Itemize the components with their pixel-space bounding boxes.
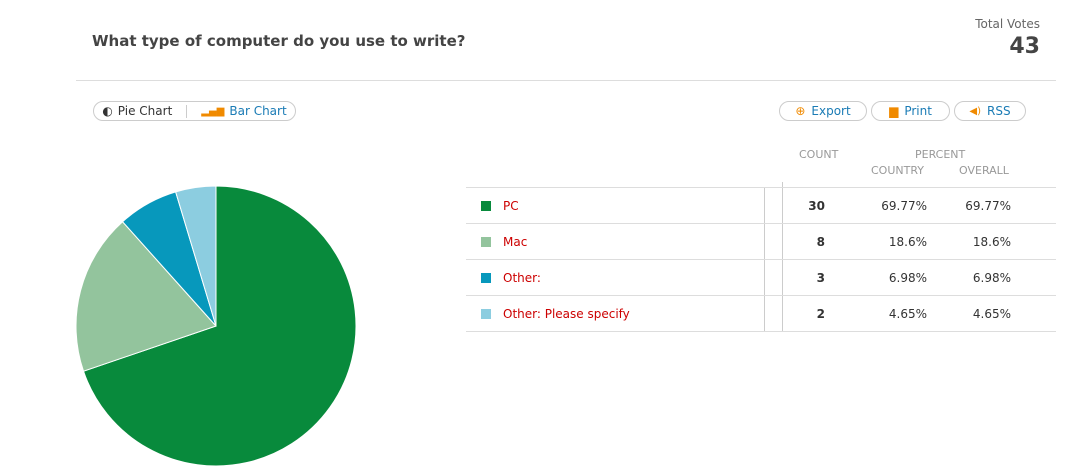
poll-question: What type of computer do you use to writ…: [92, 32, 466, 50]
option-label[interactable]: Other:: [503, 270, 541, 285]
separator: [186, 104, 188, 118]
total-votes-value: 43: [1009, 34, 1040, 59]
pie-chart-tab[interactable]: ◐ Pie Chart: [102, 104, 172, 118]
rss-button[interactable]: ◀) RSS: [954, 101, 1026, 121]
country-percent-cell: 4.65%: [839, 295, 927, 332]
download-icon: ⊕: [795, 104, 806, 118]
pie-icon: ◐: [102, 104, 113, 118]
color-swatch: [481, 309, 491, 319]
overall-percent-cell: 69.77%: [927, 187, 1056, 224]
color-swatch: [481, 237, 491, 247]
count-cell: 8: [764, 223, 839, 260]
overall-percent-cell: 6.98%: [927, 259, 1056, 296]
printer-icon: ▆: [889, 104, 899, 118]
export-button[interactable]: ⊕ Export: [779, 101, 867, 121]
country-percent-cell: 6.98%: [839, 259, 927, 296]
speaker-icon: ◀): [969, 105, 981, 117]
pie-chart-label: Pie Chart: [117, 104, 173, 118]
print-button[interactable]: ▆ Print: [871, 101, 950, 121]
overall-percent-cell: 18.6%: [927, 223, 1056, 260]
option-label[interactable]: Other: Please specify: [503, 306, 630, 321]
print-label: Print: [904, 104, 932, 118]
rss-label: RSS: [987, 104, 1011, 118]
country-header: COUNTRY: [871, 164, 924, 177]
export-label: Export: [811, 104, 851, 118]
pie-slice-other-please-specify[interactable]: [175, 185, 217, 327]
pie-slice-pc[interactable]: [82, 185, 357, 467]
bar-chart-icon: ▂▄▆: [201, 105, 225, 117]
pie-chart: [75, 185, 357, 467]
color-swatch: [481, 201, 491, 211]
count-header: COUNT: [799, 148, 839, 161]
count-cell: 30: [764, 187, 839, 224]
chart-type-toggle: ◐ Pie Chart ▂▄▆ Bar Chart: [93, 101, 296, 121]
option-label[interactable]: Mac: [503, 234, 528, 249]
count-cell: 3: [764, 259, 839, 296]
country-percent-cell: 69.77%: [839, 187, 927, 224]
count-cell: 2: [764, 295, 839, 332]
table-row: Other: 3 6.98% 6.98%: [466, 259, 1056, 296]
pie-slice-mac[interactable]: [75, 221, 217, 372]
bar-chart-tab[interactable]: ▂▄▆ Bar Chart: [201, 104, 286, 118]
table-row: Mac 8 18.6% 18.6%: [466, 223, 1056, 260]
table-row: PC 30 69.77% 69.77%: [466, 187, 1056, 224]
country-percent-cell: 18.6%: [839, 223, 927, 260]
color-swatch: [481, 273, 491, 283]
bar-chart-label: Bar Chart: [229, 104, 287, 118]
table-row: Other: Please specify 2 4.65% 4.65%: [466, 295, 1056, 332]
overall-header: OVERALL: [959, 164, 1009, 177]
divider: [76, 80, 1056, 81]
total-votes-label: Total Votes: [975, 17, 1040, 31]
overall-percent-cell: 4.65%: [927, 295, 1056, 332]
option-label[interactable]: PC: [503, 198, 519, 213]
percent-header: PERCENT: [915, 148, 966, 161]
results-table: PC 30 69.77% 69.77% Mac 8 18.6% 18.6% Othe…: [466, 187, 1056, 332]
